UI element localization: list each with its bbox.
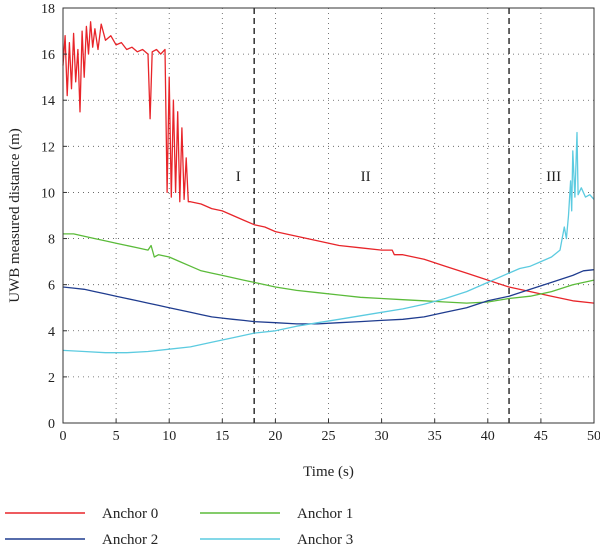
x-tick-label: 35	[428, 429, 442, 444]
legend-label: Anchor 0	[102, 506, 158, 522]
y-tick-label: 14	[41, 94, 55, 109]
legend-label: Anchor 3	[297, 532, 353, 548]
region-label: III	[546, 169, 561, 185]
y-tick-label: 18	[41, 2, 55, 17]
y-tick-label: 16	[41, 48, 55, 63]
phase-separators	[253, 8, 510, 423]
y-tick-label: 2	[48, 371, 55, 386]
x-tick-label: 15	[215, 429, 229, 444]
series-line-anchor-0	[62, 21, 595, 304]
region-labels: I II III	[236, 169, 561, 185]
plot-area-frame	[62, 7, 595, 424]
region-label: II	[361, 169, 371, 185]
region-label: I	[236, 169, 241, 185]
y-tick-label: 10	[41, 186, 55, 201]
legend: Anchor 0 Anchor 1 Anchor 2 Anchor 3	[5, 506, 353, 548]
x-tick-label: 45	[534, 429, 548, 444]
series-lines	[62, 21, 595, 354]
y-tick-label: 12	[41, 140, 55, 155]
y-tick-label: 8	[48, 233, 55, 248]
legend-label: Anchor 1	[297, 506, 353, 522]
y-tick-label: 6	[48, 279, 55, 294]
y-tick-label: 0	[48, 417, 55, 432]
x-tick-label: 50	[587, 429, 600, 444]
series-line-anchor-3	[62, 131, 595, 354]
x-tick-label: 0	[60, 429, 67, 444]
axis-ticks: 0 5 10 15 20 25 30 35 40 45 50 0 2 4 6 8 10 12 14 16 18	[41, 2, 600, 444]
y-axis-title: UWB measured distance (m)	[7, 128, 23, 303]
y-tick-label: 4	[48, 325, 55, 340]
grid-lines	[63, 8, 594, 423]
x-tick-label: 40	[481, 429, 495, 444]
legend-label: Anchor 2	[102, 532, 158, 548]
series-line-anchor-2	[62, 269, 595, 325]
series-line-anchor-1	[63, 233, 595, 304]
x-tick-label: 10	[162, 429, 176, 444]
x-tick-label: 20	[268, 429, 282, 444]
x-axis-title: Time (s)	[303, 464, 354, 480]
x-tick-label: 5	[113, 429, 120, 444]
x-tick-label: 30	[375, 429, 389, 444]
x-tick-label: 25	[322, 429, 336, 444]
